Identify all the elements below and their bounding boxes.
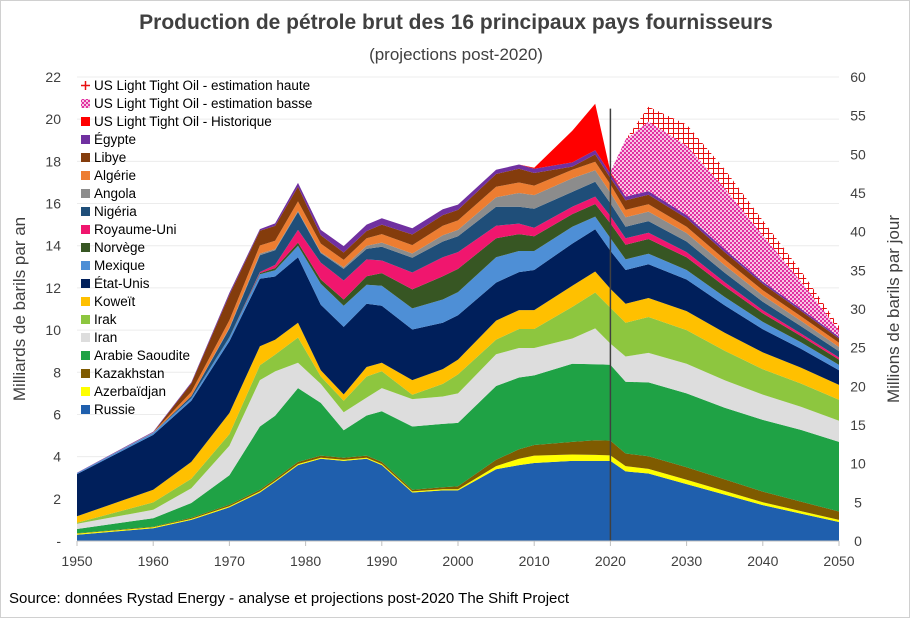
source-note: Source: données Rystad Energy - analyse … [9,590,570,607]
legend-label: Norvège [94,240,145,255]
x-tick-label: 1970 [214,553,245,569]
x-tick-label: 2040 [747,553,778,569]
legend-label: US Light Tight Oil - estimation haute [94,78,310,93]
x-tick-label: 1960 [138,553,169,569]
legend-swatch [81,225,90,234]
y2-tick-label: 35 [850,262,866,278]
y2-tick-label: 55 [850,108,866,124]
legend-label: Libye [94,150,126,165]
legend-label: Royaume-Uni [94,222,177,237]
y-tick-label: 10 [45,322,61,338]
y2-tick-label: 25 [850,340,866,356]
legend-label: Algérie [94,168,136,183]
y2-tick-label: 40 [850,224,866,240]
legend-swatch [81,207,90,216]
area-series-group [77,103,839,541]
x-tick-label: 2010 [519,553,550,569]
area-arabie-saoudite [77,363,839,534]
legend-swatch [81,315,90,324]
legend-swatch [81,369,90,378]
y2-tick-label: 50 [850,146,866,162]
y-tick-label: 6 [53,406,61,422]
x-tick-label: 2020 [595,553,626,569]
legend: US Light Tight Oil - estimation haute US … [81,78,312,417]
legend-swatch [81,243,90,252]
y-tick-label: 18 [45,153,61,169]
legend-label: Irak [94,312,117,327]
legend-label: Mexique [94,258,145,273]
x-tick-label: 1980 [290,553,321,569]
y2-tick-label: 60 [850,69,866,85]
legend-label: Koweït [94,294,136,309]
y2-tick-label: 20 [850,378,866,394]
legend-label: Kazakhstan [94,366,165,381]
legend-label: US Light Tight Oil - estimation basse [94,96,312,111]
legend-swatch [81,297,90,306]
legend-swatch [81,153,90,162]
legend-label: US Light Tight Oil - Historique [94,114,272,129]
y2-tick-label: 10 [850,456,866,472]
legend-swatch [81,171,90,180]
legend-swatch [81,405,90,414]
legend-label: Égypte [94,132,136,147]
y2-tick-label: 30 [850,301,866,317]
area-irak [77,292,839,524]
y2-tick-label: 5 [854,494,862,510]
legend-label: Azerbaïdjan [94,384,166,399]
y-tick-label: 8 [53,364,61,380]
y-tick-label: 12 [45,280,61,296]
x-tick-label: 2030 [671,553,702,569]
area-kowe-t [77,271,839,523]
chart-svg: 1950 1960 1970 1980 1990 2000 2010 2020 2030 2040… [10,69,903,569]
legend-swatch [81,279,90,288]
legend-swatch [81,387,90,396]
legend-swatch [81,261,90,270]
y-tick-label: 20 [45,111,61,127]
y-tick-label: 22 [45,69,61,85]
legend-swatch [81,333,90,342]
area--tat-unis [77,229,839,517]
x-tick-label: 2050 [823,553,854,569]
area-nig-ria [77,181,839,474]
y2-tick-label: 15 [850,417,866,433]
x-tick-label: 1990 [366,553,397,569]
legend-swatch [81,351,90,360]
chart-subtitle: (projections post-2020) [369,45,543,64]
area-norv-ge [77,204,839,474]
legend-label: Angola [94,186,137,201]
y-tick-label: 2 [53,491,61,507]
y2-tick-label: 45 [850,185,866,201]
chart-title: Production de pétrole brut des 16 princi… [139,11,773,34]
legend-label: Nigéria [94,204,137,219]
y-tick-label: - [56,533,61,549]
legend-swatch [81,117,90,126]
area-kazakhstan [77,440,839,534]
y-tick-label: 4 [53,449,61,465]
area-iran [77,328,839,529]
legend-swatch [81,189,90,198]
legend-swatch [81,99,90,108]
y2-tick-label: 0 [854,533,862,549]
y-tick-label: 16 [45,196,61,212]
y2-axis-title: Millions de barils par jour [884,215,903,403]
y-tick-label: 14 [45,238,61,254]
x-tick-label: 2000 [442,553,473,569]
axes-group: 1950 1960 1970 1980 1990 2000 2010 2020 2030 2040… [10,69,903,569]
legend-swatch [81,81,90,90]
area-alg-rie [77,161,839,474]
legend-label: Arabie Saoudite [94,348,190,363]
area-russie [77,458,839,541]
legend-label: État-Unis [94,276,150,291]
legend-label: Russie [94,402,135,417]
legend-swatch [81,135,90,144]
legend-label: Iran [94,330,117,345]
area-libye [77,154,839,474]
area-angola [77,170,839,474]
x-tick-label: 1950 [61,553,92,569]
y-axis-title: Milliards de barils par an [10,217,29,401]
